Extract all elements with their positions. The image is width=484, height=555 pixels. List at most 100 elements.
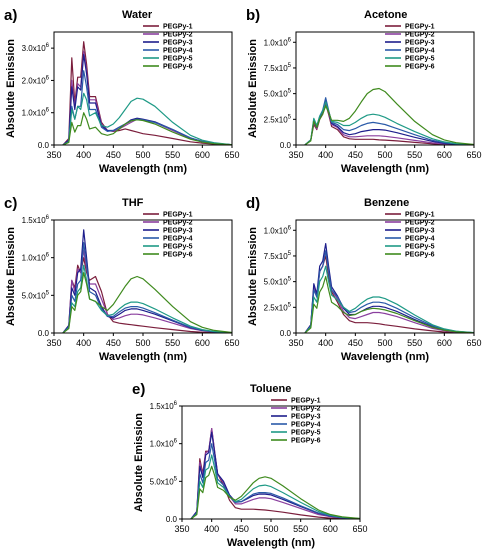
x-tick-label: 550 bbox=[165, 150, 180, 160]
legend-label: PEGPy-2 bbox=[405, 220, 435, 227]
solvent-title: Toluene bbox=[250, 383, 291, 395]
legend-label: PEGPy-5 bbox=[405, 56, 435, 63]
series-line-pegpy-5 bbox=[62, 92, 233, 146]
x-tick-label: 650 bbox=[224, 338, 239, 348]
x-tick-label: 600 bbox=[323, 524, 338, 534]
series-line-pegpy-5 bbox=[190, 454, 361, 520]
y-tick-mantissa: 3.0x10 bbox=[22, 44, 47, 53]
x-axis-title: Wavelength (nm) bbox=[99, 163, 188, 175]
x-tick-label: 550 bbox=[407, 150, 422, 160]
series-line-pegpy-4 bbox=[304, 250, 475, 334]
series-line-pegpy-5 bbox=[304, 265, 475, 334]
y-tick-mantissa: 2.5x10 bbox=[264, 303, 289, 312]
x-tick-label: 450 bbox=[106, 338, 121, 348]
legend-label: PEGPy-4 bbox=[163, 48, 193, 55]
y-tick-label: 1.0x106 bbox=[22, 108, 50, 118]
y-tick-mantissa: 0.0 bbox=[38, 141, 50, 150]
solvent-title: Acetone bbox=[364, 9, 407, 21]
chart-panel-3: c) THF 350 400 450 500 550 600 650 0.0 5.0x105 1.0x… bbox=[4, 195, 240, 363]
y-axis-title: Absolute Emission bbox=[247, 227, 259, 326]
solvent-title: THF bbox=[122, 197, 144, 209]
x-tick-label: 350 bbox=[174, 524, 189, 534]
series-line-pegpy-5 bbox=[304, 101, 475, 146]
x-tick-label: 600 bbox=[195, 150, 210, 160]
legend-label: PEGPy-3 bbox=[163, 40, 193, 47]
x-tick-label: 600 bbox=[437, 150, 452, 160]
legend-label: PEGPy-1 bbox=[163, 212, 193, 219]
y-tick-exponent: 5 bbox=[288, 302, 292, 308]
y-tick-mantissa: 0.0 bbox=[166, 515, 178, 524]
x-tick-label: 450 bbox=[348, 338, 363, 348]
y-tick-exponent: 5 bbox=[174, 476, 178, 482]
y-tick-label: 5.0x105 bbox=[150, 476, 178, 486]
series-line-pegpy-6 bbox=[304, 275, 475, 334]
y-tick-mantissa: 0.0 bbox=[280, 329, 292, 338]
y-tick-mantissa: 1.5x10 bbox=[150, 402, 175, 411]
x-tick-label: 500 bbox=[263, 524, 278, 534]
x-axis-title: Wavelength (nm) bbox=[99, 351, 188, 363]
x-tick-label: 350 bbox=[288, 150, 303, 160]
legend-label: PEGPy-2 bbox=[163, 32, 193, 39]
y-tick-exponent: 5 bbox=[288, 114, 292, 120]
y-tick-label: 1.0x106 bbox=[264, 37, 292, 47]
y-tick-exponent: 6 bbox=[174, 439, 178, 445]
y-tick-mantissa: 5.0x10 bbox=[264, 90, 289, 99]
y-tick-label: 0.0 bbox=[280, 329, 292, 338]
y-tick-mantissa: 1.0x10 bbox=[22, 254, 47, 263]
series-line-pegpy-4 bbox=[62, 242, 233, 334]
panel-label: c) bbox=[4, 195, 17, 212]
y-tick-mantissa: 5.0x10 bbox=[150, 477, 175, 486]
y-tick-exponent: 5 bbox=[288, 89, 292, 95]
solvent-title: Water bbox=[122, 9, 153, 21]
y-axis-title: Absolute Emission bbox=[5, 227, 17, 326]
y-tick-mantissa: 1.0x10 bbox=[264, 38, 289, 47]
series-line-pegpy-3 bbox=[62, 229, 233, 334]
legend-label: PEGPy-5 bbox=[405, 244, 435, 251]
legend-label: PEGPy-6 bbox=[163, 252, 193, 259]
solvent-title: Benzene bbox=[364, 197, 409, 209]
y-tick-mantissa: 2.0x10 bbox=[22, 76, 47, 85]
legend-label: PEGPy-6 bbox=[405, 64, 435, 71]
y-tick-label: 2.0x106 bbox=[22, 75, 50, 85]
y-tick-mantissa: 7.5x10 bbox=[264, 252, 289, 261]
panel-label: e) bbox=[132, 381, 145, 398]
y-tick-mantissa: 1.0x10 bbox=[150, 440, 175, 449]
legend-label: PEGPy-5 bbox=[291, 430, 321, 437]
y-tick-mantissa: 0.0 bbox=[38, 329, 50, 338]
legend-label: PEGPy-3 bbox=[291, 414, 321, 421]
panel-label: d) bbox=[246, 195, 260, 212]
legend-label: PEGPy-3 bbox=[405, 40, 435, 47]
x-tick-label: 600 bbox=[195, 338, 210, 348]
y-tick-label: 5.0x105 bbox=[22, 290, 50, 300]
legend-label: PEGPy-5 bbox=[163, 56, 193, 63]
chart-panel-5: e) Toluene 350 400 450 500 550 600 650 0.0 5.0x105… bbox=[132, 381, 368, 549]
series-line-pegpy-5 bbox=[62, 264, 233, 334]
x-tick-label: 400 bbox=[76, 150, 91, 160]
x-tick-label: 650 bbox=[224, 150, 239, 160]
x-tick-label: 550 bbox=[165, 338, 180, 348]
y-tick-label: 1.0x106 bbox=[150, 439, 178, 449]
x-tick-label: 600 bbox=[437, 338, 452, 348]
plot-frame bbox=[295, 31, 475, 146]
legend-label: PEGPy-4 bbox=[291, 422, 321, 429]
y-tick-label: 2.5x105 bbox=[264, 302, 292, 312]
panel-label: b) bbox=[246, 7, 260, 24]
series-line-pegpy-6 bbox=[62, 112, 233, 146]
x-tick-label: 450 bbox=[348, 150, 363, 160]
y-tick-label: 7.5x105 bbox=[264, 63, 292, 73]
legend-label: PEGPy-2 bbox=[291, 406, 321, 413]
x-tick-label: 400 bbox=[318, 150, 333, 160]
y-tick-mantissa: 5.0x10 bbox=[264, 278, 289, 287]
legend-label: PEGPy-1 bbox=[405, 24, 435, 31]
legend-label: PEGPy-1 bbox=[291, 398, 321, 405]
y-tick-exponent: 6 bbox=[46, 108, 50, 114]
x-tick-label: 400 bbox=[76, 338, 91, 348]
series-line-pegpy-6 bbox=[62, 272, 233, 334]
x-tick-label: 500 bbox=[377, 338, 392, 348]
y-tick-exponent: 5 bbox=[46, 290, 50, 296]
y-tick-exponent: 6 bbox=[46, 253, 50, 259]
legend-label: PEGPy-2 bbox=[405, 32, 435, 39]
